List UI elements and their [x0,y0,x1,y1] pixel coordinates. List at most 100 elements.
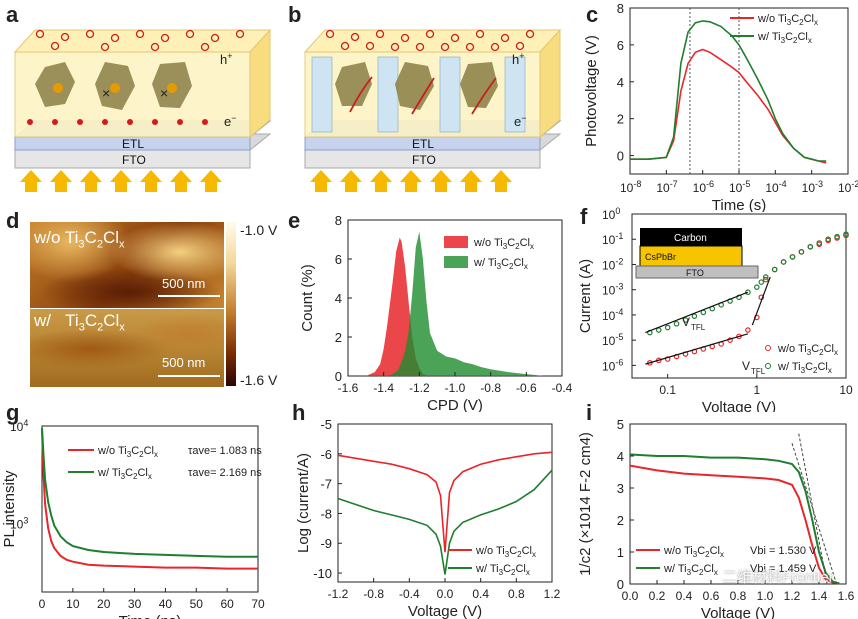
panel-i-label: i [586,400,593,425]
x-tick-label: 10-6 [693,179,714,195]
series-0 [630,48,827,164]
panel-b-label: b [288,2,302,27]
inset-carbon-label: Carbon [674,233,707,244]
panel-b-schematic: h+ e− ETL FTO [303,28,562,192]
x-tick-label: -1.2 [328,587,349,601]
fto-label: FTO [122,153,146,167]
y-tick-label: 10-4 [602,307,623,323]
y-tick-label: 0 [617,149,624,164]
panel-g-label: g [6,400,20,425]
chart-f: 10-6 10-5 10-4 10-3 10-2 10-1 100 0.1 1 10 Voltage… [577,206,853,412]
vtfl-label-1: V [682,315,690,329]
perovskite-octahedra [35,62,192,110]
colorbar [226,222,236,386]
data-point-1 [834,233,840,240]
legend-with: w/ Ti3C2Clx [757,31,812,45]
x-tick-label: 10-7 [656,179,677,195]
x-axis-label: Time (ns) [119,613,182,619]
y-tick-label: 10-6 [602,357,623,373]
tau-with: τave= 2.169 ns [188,467,262,479]
data-point-1 [780,259,787,265]
series-1 [629,453,840,585]
y-axis-label: Count (%) [299,264,316,332]
panel-d-label: d [6,208,20,233]
chart-h: -10 -9 -8 -7 -6 -5 -1.2 -0.8 -0.4 0.0 0.4 0.8 1.2 Vol… [295,417,561,619]
y-tick-label: -9 [320,536,332,551]
fto-label-b: FTO [412,153,436,167]
x-axis-label: CPD (V) [427,397,483,412]
kpfm-map-with: w/ Ti3C2Clx 500 nm [30,309,224,387]
x-tick-label: 10-2 [838,179,858,195]
x-tick-label: 60 [220,597,234,611]
scale-bar-1 [158,295,220,297]
plot-frame [41,425,259,593]
series-1 [337,469,553,575]
chart-g: 103104010203040506070Time (ns)PL intensi… [1,418,265,619]
y-tick-label: 4 [617,75,624,90]
plot-frame [631,213,847,379]
y-tick-label: 10-5 [602,332,623,348]
x-tick-label: 10 [66,597,80,611]
mxene-sheets [311,56,526,133]
x-tick-label: -0.6 [516,381,537,395]
x-tick-label: 0.6 [703,589,720,603]
afm-label-with: w/ Ti3C2Clx [34,311,125,334]
y-tick-label: -7 [320,477,332,492]
y-axis-label: Photovoltage (V) [583,35,600,147]
legend-with: w/ Ti3C2Clx [97,467,152,481]
plot-frame [629,423,847,585]
y-tick-label: 2 [335,330,342,345]
x-tick-label: 10 [839,383,853,397]
series-1 [630,20,827,162]
scale-bar-label-1: 500 nm [162,276,206,291]
vtfl-sub-1: TFL [691,323,706,332]
panel-a-schematic: × × h+ e− ETL FTO [13,28,272,192]
legend-with: w/ Ti3C2Clx [473,257,528,271]
vbi-with: Vbi = 1.459 V [750,563,817,575]
y-tick-label: 4 [335,291,342,306]
x-tick-label: 0.4 [676,589,693,603]
data-point-1 [816,240,823,246]
inset-fto-label: FTO [686,268,704,278]
x-axis-label: Voltage (V) [701,605,775,619]
x-tick-label: -0.8 [480,381,501,395]
x-tick-label: 0.1 [659,383,676,397]
data-point-1 [736,294,742,301]
data-point-1 [807,243,814,250]
vtfl-sub-2: TFL [751,367,766,376]
legend-marker-green [765,363,771,369]
fit-line [798,433,828,585]
data-point-1 [789,254,796,260]
legend-with: w/ Ti3C2Clx [475,563,530,577]
x-tick-label: 70 [251,597,265,611]
panel-h-label: h [292,400,306,425]
data-point-1 [664,324,671,331]
x-tick-label: -1.6 [338,381,359,395]
area-series-1 [387,231,545,376]
x-tick-label: 1.6 [838,589,855,603]
y-tick-label: 1 [617,545,624,560]
legend-with: w/ Ti3C2Clx [663,563,718,577]
scale-bar-label-2: 500 nm [162,355,206,370]
legend-marker-red [765,345,771,351]
data-point-1 [762,274,769,280]
legend-without: w/o Ti3C2Clx [777,343,838,357]
y-axis-label: PL intensity [1,470,18,547]
scale-bar-2 [158,375,220,377]
y-axis-label: Current (A) [577,259,594,333]
x-tick-label: 10-3 [802,179,823,195]
x-tick-label: -0.4 [399,587,420,601]
y-tick-label: 0 [335,369,342,384]
x-tick-label: 0.4 [472,587,489,601]
y-tick-label: -10 [313,566,332,581]
legend-swatch-green [444,256,468,268]
panel-a-label: a [6,2,19,27]
x-tick-label: 0.8 [730,589,747,603]
inset-absorber-label: CsPbBr [645,252,676,262]
fit-line [645,291,749,334]
y-tick-label: 10-2 [602,256,623,272]
kpfm-map-without: w/o Ti3C2Clx 500 nm [30,222,224,308]
y-tick-label: 2 [617,112,624,127]
data-point-1 [758,279,765,285]
tau-without: τave= 1.083 ns [188,445,262,457]
